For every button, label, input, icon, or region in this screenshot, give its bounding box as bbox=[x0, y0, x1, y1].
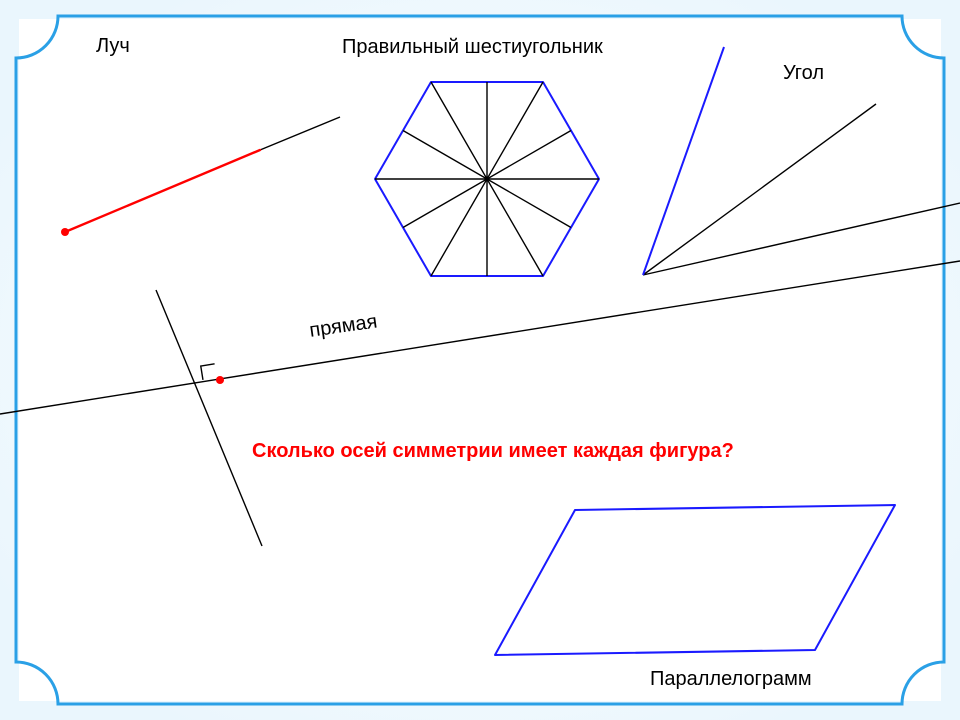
question-text: Сколько осей симметрии имеет каждая фигу… bbox=[252, 440, 734, 463]
slide-frame bbox=[16, 16, 944, 704]
label-ray: Луч bbox=[96, 35, 130, 58]
diagram-canvas bbox=[0, 0, 960, 720]
label-parallelogram: Параллелограмм bbox=[650, 668, 812, 691]
label-hexagon: Правильный шестиугольник bbox=[342, 36, 603, 59]
label-angle: Угол bbox=[783, 62, 824, 85]
